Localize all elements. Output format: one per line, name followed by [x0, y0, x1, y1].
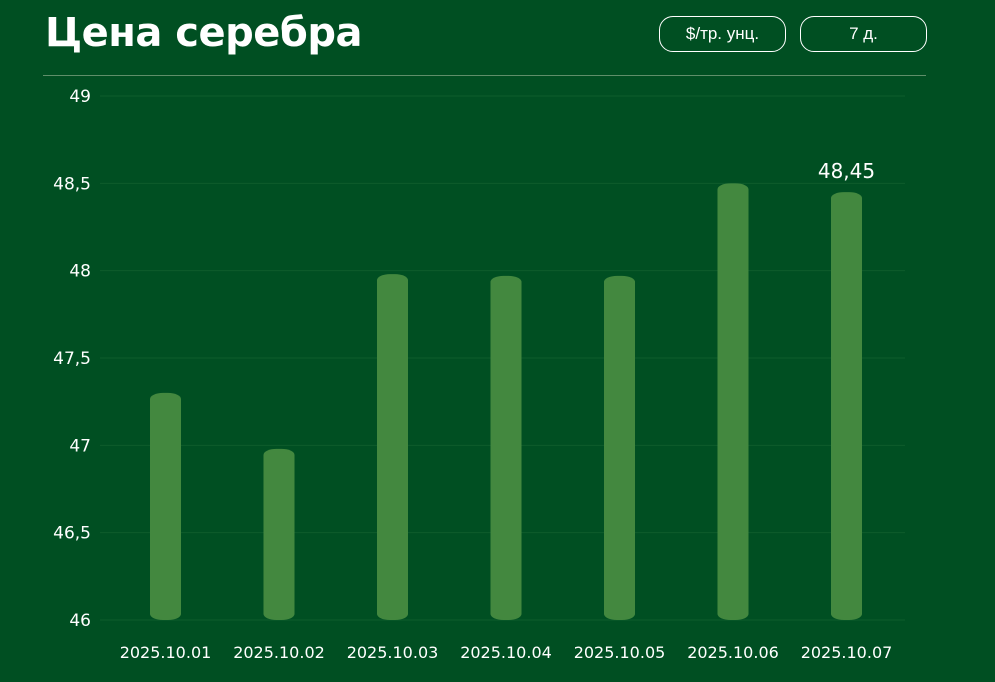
time-range-button[interactable]: 7 д.: [800, 16, 927, 52]
x-tick-label: 2025.10.01: [120, 643, 212, 662]
bar-2025.10.04[interactable]: [490, 275, 522, 620]
bar-2025.10.01[interactable]: [150, 392, 181, 620]
y-tick-label: 48: [69, 262, 91, 282]
x-tick-label: 2025.10.03: [347, 643, 439, 662]
unit-selector-button[interactable]: $/тр. унц.: [659, 16, 786, 52]
y-tick-label: 48,5: [53, 174, 91, 194]
bar-2025.10.05[interactable]: [604, 275, 635, 620]
bar-2025.10.06[interactable]: [717, 183, 749, 621]
x-tick-label: 2025.10.02: [233, 643, 325, 662]
bar-2025.10.02[interactable]: [263, 448, 295, 620]
bar-2025.10.07[interactable]: [831, 192, 862, 621]
value-annotation: 48,45: [818, 159, 875, 183]
x-tick-label: 2025.10.04: [460, 643, 552, 662]
y-tick-label: 46,5: [53, 524, 91, 544]
y-tick-label: 46: [69, 611, 91, 631]
header-divider: [43, 75, 926, 76]
y-tick-label: 47: [69, 436, 91, 456]
x-tick-label: 2025.10.07: [801, 643, 893, 662]
x-tick-label: 2025.10.06: [687, 643, 779, 662]
bar-2025.10.03[interactable]: [377, 274, 408, 620]
x-tick-label: 2025.10.05: [574, 643, 666, 662]
y-tick-label: 49: [69, 87, 91, 107]
page-title: Цена серебра: [45, 10, 362, 56]
y-tick-label: 47,5: [53, 349, 91, 369]
